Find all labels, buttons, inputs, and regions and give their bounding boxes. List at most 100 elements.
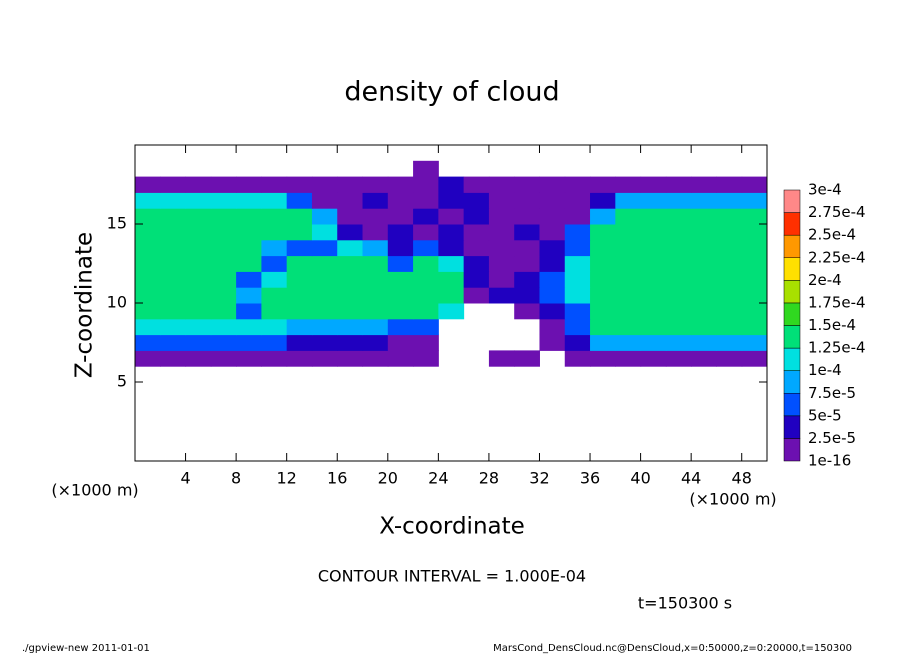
cell xyxy=(135,303,161,320)
cell xyxy=(741,255,768,272)
cell xyxy=(716,239,743,257)
cell xyxy=(438,287,465,304)
cell xyxy=(311,192,338,209)
cell xyxy=(413,271,439,288)
cell xyxy=(286,334,313,351)
cell xyxy=(387,334,414,351)
chart-title: density of cloud xyxy=(344,77,559,108)
cell xyxy=(135,239,161,257)
cell xyxy=(665,334,692,351)
colorbar-label: 2.5e-4 xyxy=(808,226,856,244)
cell xyxy=(185,350,212,367)
cell xyxy=(716,255,743,272)
cell xyxy=(387,208,414,225)
cell xyxy=(286,287,313,304)
cell xyxy=(236,208,262,225)
cell xyxy=(665,208,692,225)
cell xyxy=(463,271,490,288)
cell xyxy=(488,239,515,257)
cell xyxy=(362,318,389,336)
cell xyxy=(337,176,364,193)
cell xyxy=(135,287,161,304)
cell xyxy=(741,224,768,241)
cell xyxy=(135,318,161,336)
cell xyxy=(665,239,692,257)
cell xyxy=(514,350,540,367)
cell xyxy=(615,350,642,367)
cell xyxy=(691,318,717,336)
cell xyxy=(741,192,768,209)
cell xyxy=(590,318,616,336)
cell xyxy=(337,350,364,367)
cell xyxy=(514,303,540,320)
cell xyxy=(564,239,591,257)
cell xyxy=(615,271,642,288)
cell xyxy=(463,192,490,209)
cell xyxy=(387,192,414,209)
cell xyxy=(311,334,338,351)
cell xyxy=(337,334,364,351)
cell xyxy=(615,208,642,225)
cell xyxy=(413,350,439,367)
cell xyxy=(590,287,616,304)
cell xyxy=(286,318,313,336)
x-axis-label: X-coordinate xyxy=(379,514,525,540)
cell xyxy=(286,192,313,209)
cell xyxy=(135,192,161,209)
cell xyxy=(691,334,717,351)
x-tick-label: 44 xyxy=(681,469,701,488)
cell xyxy=(362,239,389,257)
x-tick-label: 12 xyxy=(277,469,297,488)
cell xyxy=(261,192,288,209)
cell xyxy=(741,176,768,193)
cell xyxy=(665,318,692,336)
cell xyxy=(590,350,616,367)
colorbar-label: 2e-4 xyxy=(808,271,842,289)
cell xyxy=(185,334,212,351)
cell xyxy=(185,303,212,320)
cell xyxy=(311,176,338,193)
cell xyxy=(261,318,288,336)
cell xyxy=(210,255,237,272)
colorbar-box xyxy=(783,212,801,236)
cell xyxy=(691,239,717,257)
cell xyxy=(539,303,566,320)
cell xyxy=(413,160,439,178)
colorbar-box xyxy=(783,415,801,439)
y-tick-label: 15 xyxy=(107,214,127,233)
cell xyxy=(387,224,414,241)
cell xyxy=(488,224,515,241)
cell xyxy=(691,350,717,367)
cell xyxy=(362,192,389,209)
cell xyxy=(741,239,768,257)
cell xyxy=(665,255,692,272)
cell xyxy=(691,176,717,193)
cell xyxy=(564,318,591,336)
colorbar-label: 2.75e-4 xyxy=(808,203,866,221)
x-tick-label: 40 xyxy=(630,469,650,488)
x-tick-label: 36 xyxy=(580,469,600,488)
cell xyxy=(261,271,288,288)
colorbar-box xyxy=(783,347,801,371)
cell xyxy=(514,287,540,304)
cell xyxy=(564,350,591,367)
cell xyxy=(413,318,439,336)
cell xyxy=(716,224,743,241)
cell xyxy=(564,176,591,193)
cell xyxy=(135,271,161,288)
cell xyxy=(640,271,667,288)
cell xyxy=(286,271,313,288)
cell xyxy=(640,192,667,209)
cell xyxy=(539,255,566,272)
cell xyxy=(236,239,262,257)
cell xyxy=(539,224,566,241)
cell xyxy=(210,192,237,209)
cell xyxy=(236,224,262,241)
cell xyxy=(488,208,515,225)
x-tick-label: 24 xyxy=(428,469,448,488)
cell xyxy=(438,208,465,225)
cell xyxy=(716,271,743,288)
cell xyxy=(564,271,591,288)
cell xyxy=(716,287,743,304)
